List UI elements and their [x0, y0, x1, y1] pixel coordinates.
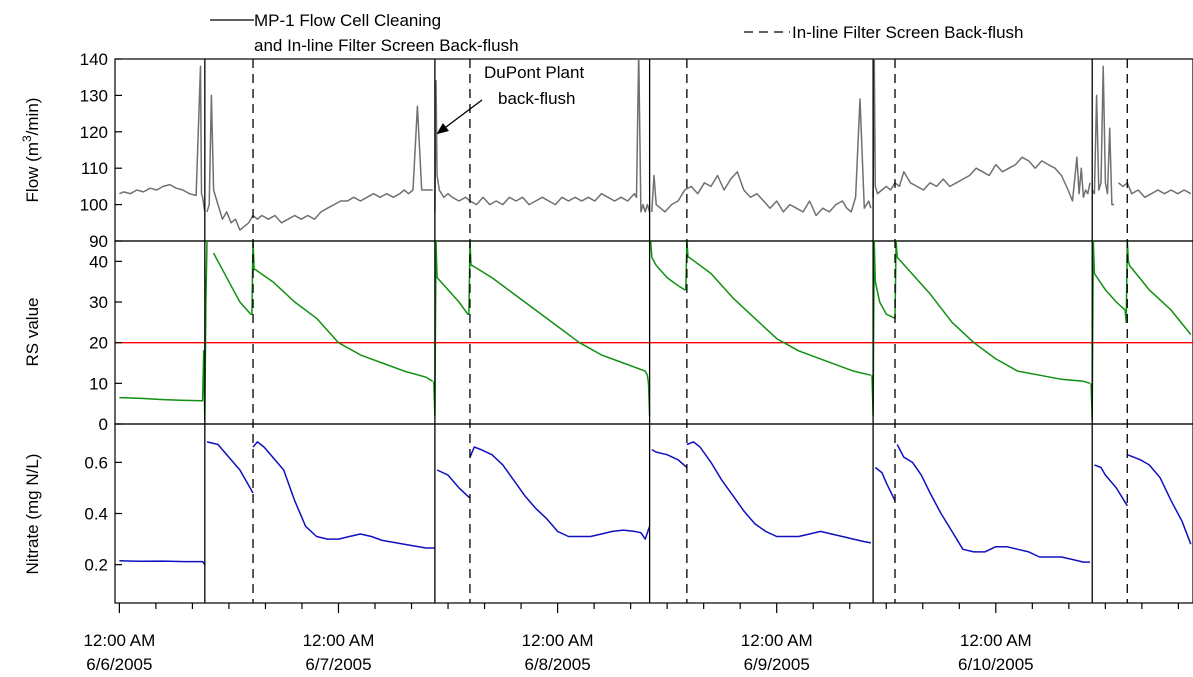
x-tick-label-time: 12:00 AM [303, 631, 375, 650]
legend-dashed-label: In-line Filter Screen Back-flush [792, 23, 1023, 42]
annotation-line2: back-flush [498, 89, 575, 108]
flow-y-tick-label: 90 [89, 232, 108, 251]
rs-y-tick-label: 10 [89, 374, 108, 393]
x-tick-label-date: 6/6/2005 [86, 655, 152, 674]
dupont-annotation: DuPont Plant back-flush [436, 63, 584, 135]
x-tick-label-date: 6/9/2005 [744, 655, 810, 674]
nitrate-y-tick-label: 0.6 [84, 453, 108, 472]
x-tick-label-time: 12:00 AM [522, 631, 594, 650]
rs-series-segment-1 [119, 241, 209, 421]
rs-series-segment-3 [433, 241, 651, 417]
nitrate-series-segment-9 [896, 444, 1090, 563]
nitrate-series-segment-2 [206, 441, 254, 494]
annotation-line1: DuPont Plant [484, 63, 584, 82]
nitrate-axis-title: Nitrate (mg N/L) [23, 454, 42, 575]
legend-solid-label-line2: and In-line Filter Screen Back-flush [254, 36, 519, 55]
nitrate-series-segment-1 [119, 560, 206, 566]
nitrate-series-segment-5 [469, 446, 651, 540]
flow-panel-frame [114, 58, 1193, 242]
x-tick-label-date: 6/8/2005 [524, 655, 590, 674]
rs-series-segment-6 [1090, 241, 1192, 421]
flow-y-tick-label: 110 [81, 159, 108, 178]
rs-series-segment-2 [212, 241, 434, 382]
flow-series-segment-6 [1091, 65, 1115, 206]
flow-y-tick-label: 120 [80, 123, 108, 142]
flow-series-segment-7 [1118, 182, 1192, 199]
x-tick-label-date: 6/7/2005 [305, 655, 371, 674]
series-layer [119, 59, 1192, 566]
flow-series-segment-5 [872, 59, 1091, 202]
x-tick-label-time: 12:00 AM [83, 631, 155, 650]
flow-y-tick-label: 140 [80, 50, 108, 69]
flow-axis-title: Flow (m3/min) [20, 98, 42, 203]
x-tick-label-time: 12:00 AM [741, 631, 813, 650]
x-tick-label-time: 12:00 AM [960, 631, 1032, 650]
flow-y-tick-label: 130 [80, 86, 108, 105]
rs-y-tick-label: 20 [89, 334, 108, 353]
flow-series-segment-3 [434, 59, 651, 213]
flow-series-segment-1 [119, 65, 206, 213]
annotation-arrow [436, 99, 483, 135]
rs-panel-frame [114, 240, 1193, 425]
rs-axis-title: RS value [23, 298, 42, 367]
legend-solid-label-line1: MP-1 Flow Cell Cleaning [254, 11, 441, 30]
nitrate-y-tick-label: 0.2 [84, 556, 108, 575]
nitrate-series-segment-8 [874, 466, 896, 502]
flow-y-tick-label: 100 [80, 196, 108, 215]
nitrate-y-tick-label: 0.4 [84, 505, 108, 524]
nitrate-series-segment-7 [686, 441, 872, 544]
nitrate-series-segment-4 [436, 469, 471, 499]
flow-series-segment-4 [651, 98, 872, 217]
rs-series-segment-5 [871, 241, 1091, 417]
event-line-layer [204, 59, 1128, 603]
rs-y-tick-label: 40 [89, 252, 108, 271]
nitrate-series-segment-3 [252, 441, 435, 549]
rs-series-segment-4 [649, 241, 872, 376]
x-tick-label-date: 6/10/2005 [958, 655, 1034, 674]
y-tick-layer: 90 100 110 120 130 140 0 10 20 30 40 0.2 0.4 0.6 [80, 50, 122, 575]
flow-series-segment-2 [206, 94, 433, 231]
rs-y-tick-label: 0 [99, 415, 108, 434]
nitrate-series-segment-6 [651, 448, 688, 469]
nitrate-series-segment-11 [1127, 454, 1192, 545]
legend: MP-1 Flow Cell Cleaning and In-line Filt… [210, 11, 1023, 55]
x-tick-layer: 12:00 AM 6/6/2005 12:00 AM 6/7/2005 12:00 AM… [83, 603, 1179, 674]
rs-y-tick-label: 30 [89, 293, 108, 312]
nitrate-series-segment-10 [1094, 464, 1128, 507]
